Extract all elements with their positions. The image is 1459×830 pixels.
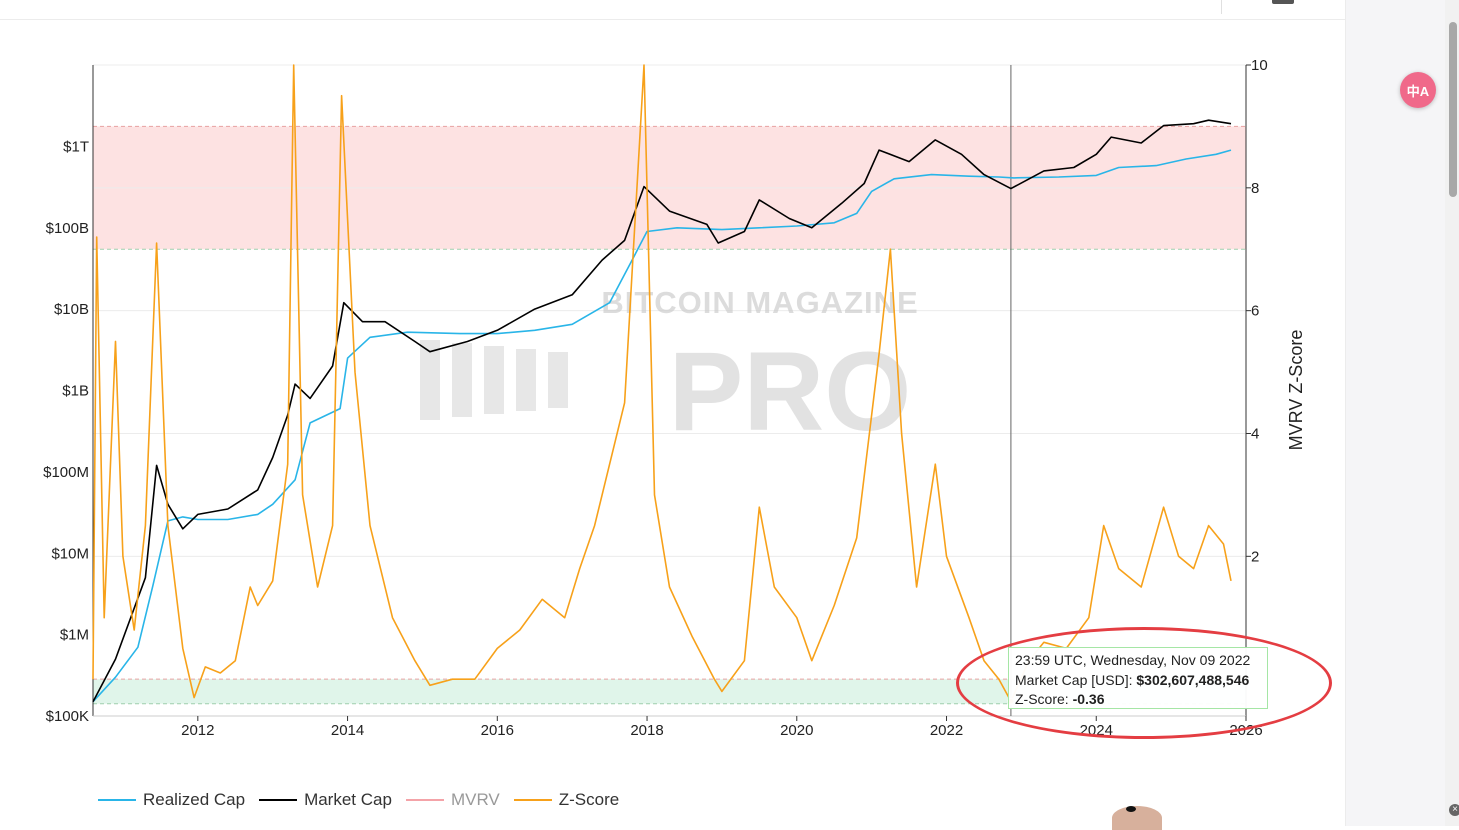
close-icon[interactable]: × [1449,804,1459,816]
watermark-title: BITCOIN MAGAZINE [601,285,918,320]
series-realized-cap [92,149,1232,703]
chart-tooltip: 23:59 UTC, Wednesday, Nov 09 2022 Market… [1008,647,1268,709]
watermark-logo-bar [548,352,568,408]
toolbar-separator [1221,0,1222,14]
y-left-tick-label: $1T [63,138,89,155]
legend-item-mvrv[interactable]: MVRV [405,790,500,810]
y-right-tick-label: 8 [1251,180,1259,197]
annotation-highlight-ellipse [956,627,1332,739]
watermark-logo-bar [452,343,472,417]
mascot-eye [1126,806,1136,812]
x-tick-label: 2020 [780,722,813,739]
legend-item-realized-cap[interactable]: Realized Cap [98,790,245,810]
x-tick-label: 2016 [481,722,514,739]
toolbar-handle[interactable] [1272,0,1294,4]
side-panel [1345,0,1459,826]
x-tick-label: 2018 [630,722,663,739]
x-tick-label: 2014 [331,722,364,739]
legend-swatch-realized-cap [98,799,136,801]
legend-label: MVRV [450,790,500,809]
watermark-logo-bar [420,340,440,420]
legend-label: Z-Score [558,790,620,809]
mvrv-zscore-chart[interactable]: BITCOIN MAGAZINE PRO $100K $1M $10M $100M $1B $… [0,0,1345,826]
legend-item-market-cap[interactable]: Market Cap [259,790,392,810]
legend-label: Realized Cap [143,790,246,809]
tooltip-z-score: Z-Score: -0.36 [1015,690,1261,710]
x-tick-label: 2012 [181,722,214,739]
y-left-tick-label: $1M [60,627,89,644]
mascot-image [1112,806,1162,830]
y-right-axis-label: MVRV Z-Score [1286,330,1306,451]
tooltip-market-cap: Market Cap [USD]: $302,607,488,546 [1015,671,1261,691]
tooltip-market-cap-label: Market Cap [USD]: [1015,671,1133,688]
y-left-tick-label: $100K [46,708,89,725]
y-left-tick-label: $100M [43,464,89,481]
legend-item-z-score[interactable]: Z-Score [513,790,620,810]
watermark-pro: PRO [669,329,912,454]
watermark-logo-bar [516,349,536,411]
x-tick-label: 2022 [930,722,963,739]
chart-legend: Realized Cap Market Cap MVRV Z-Score [98,788,633,812]
legend-label: Market Cap [304,790,392,809]
legend-swatch-z-score [513,799,552,801]
y-right-tick-label: 10 [1251,57,1268,74]
y-right-tick-label: 6 [1251,303,1259,320]
legend-swatch-market-cap [259,799,298,801]
tooltip-z-label: Z-Score: [1015,691,1069,707]
y-left-tick-label: $1B [62,383,89,400]
y-right-tick-label: 4 [1251,425,1259,442]
series-market-cap [92,119,1232,703]
y-left-tick-label: $10M [51,545,89,562]
tooltip-z-value: -0.36 [1072,691,1105,707]
y-left-tick-label: $10B [54,301,89,318]
scrollbar-track[interactable] [1445,0,1459,826]
translate-icon[interactable]: 中A [1400,72,1436,108]
tooltip-market-cap-value: $302,607,488,546 [1136,671,1250,688]
watermark-logo-bar [484,346,504,414]
y-right-tick-label: 2 [1251,548,1259,565]
tooltip-time: 23:59 UTC, Wednesday, Nov 09 2022 [1015,652,1251,668]
scrollbar-thumb[interactable] [1449,22,1457,197]
y-left-tick-label: $100B [46,220,89,237]
top-divider [0,19,1345,20]
legend-swatch-mvrv [405,799,444,801]
